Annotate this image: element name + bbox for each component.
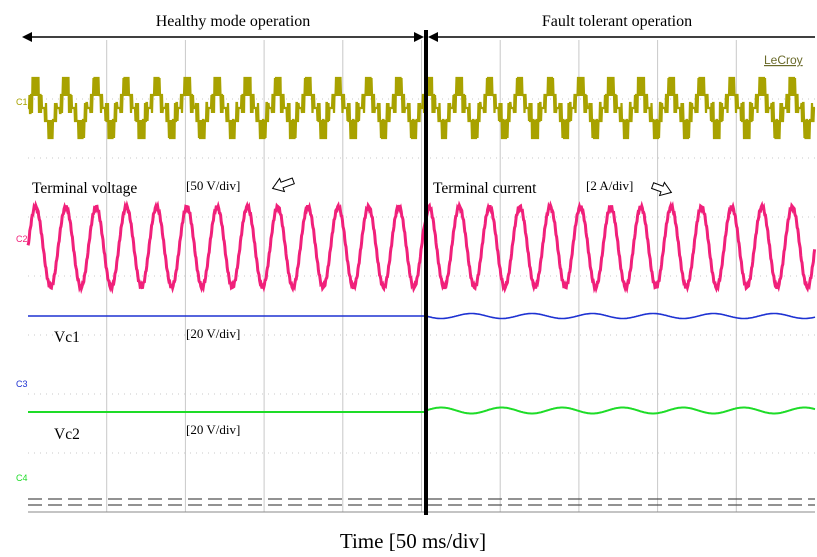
fault-transition-line bbox=[424, 30, 428, 515]
channel-label-c3: C3 bbox=[16, 379, 28, 389]
vc1-label: Vc1 bbox=[54, 329, 80, 346]
healthy-region-arrow bbox=[22, 32, 424, 42]
vc2-label: Vc2 bbox=[54, 426, 80, 443]
traces bbox=[26, 76, 817, 506]
vc2-scale: [20 V/div] bbox=[186, 422, 240, 437]
fault-region-label: Fault tolerant operation bbox=[542, 13, 692, 30]
trace-c2-terminal-current bbox=[26, 199, 817, 295]
voltage-pointer-icon bbox=[271, 177, 295, 193]
terminal-current-label: Terminal current bbox=[433, 180, 537, 197]
trace-c3-vc1 bbox=[28, 312, 816, 320]
terminal-voltage-scale: [50 V/div] bbox=[186, 178, 240, 193]
fault-region-arrow bbox=[428, 32, 815, 42]
lecroy-brand: LeCroy bbox=[764, 53, 803, 67]
terminal-voltage-label: Terminal voltage bbox=[32, 180, 137, 197]
current-pointer-icon bbox=[650, 181, 673, 197]
vc1-scale: [20 V/div] bbox=[186, 326, 240, 341]
channel-label-c2: C2 bbox=[16, 234, 28, 244]
channel-label-c1: C1 bbox=[16, 97, 28, 107]
trace-c4-vc2 bbox=[28, 406, 816, 415]
healthy-region-label: Healthy mode operation bbox=[156, 13, 311, 30]
x-axis-label: Time [50 ms/div] bbox=[340, 529, 486, 553]
trace-c1-terminal-voltage bbox=[27, 76, 816, 140]
channel-label-c4: C4 bbox=[16, 473, 28, 483]
terminal-current-scale: [2 A/div] bbox=[586, 178, 633, 193]
